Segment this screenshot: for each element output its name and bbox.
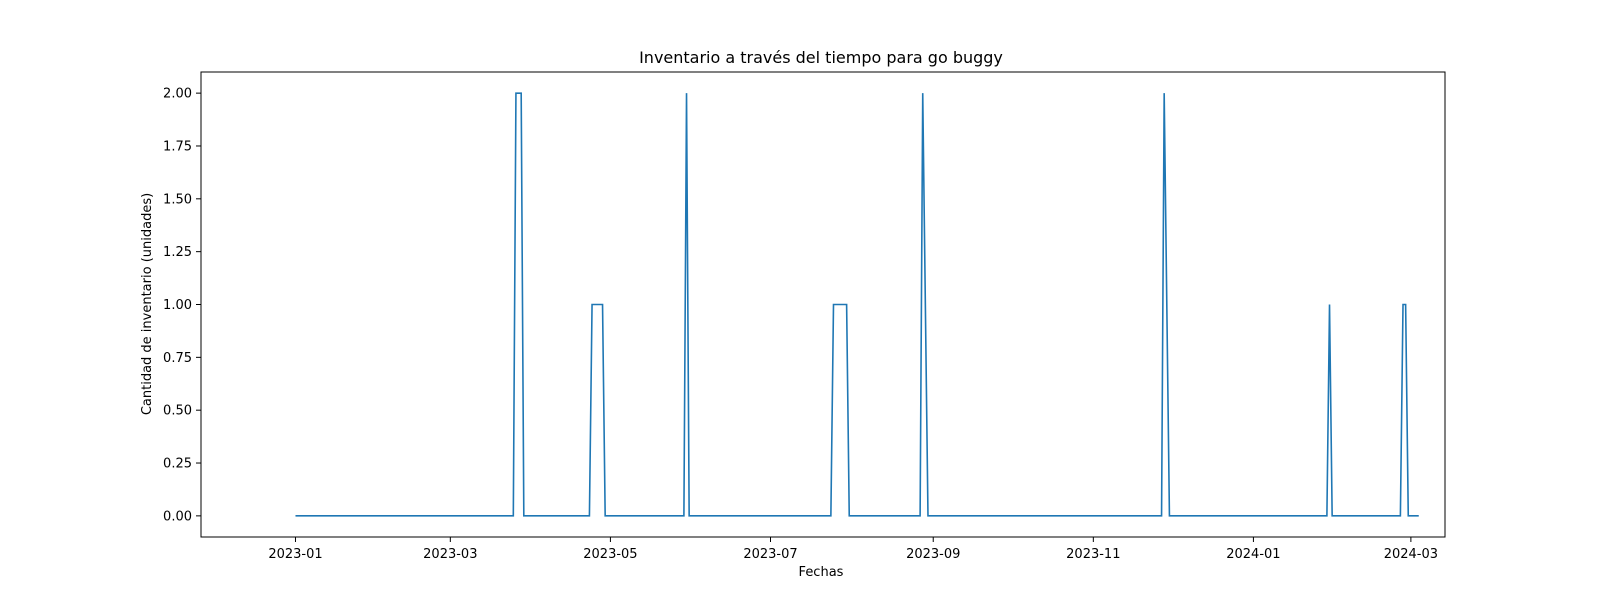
chart-title: Inventario a través del tiempo para go b… — [639, 48, 1003, 67]
x-tick-label: 2023-03 — [423, 547, 477, 562]
x-axis-label: Fechas — [799, 565, 844, 580]
y-axis-label: Cantidad de inventario (unidades) — [140, 193, 155, 415]
x-tick-label: 2024-03 — [1384, 547, 1438, 562]
y-tick-label: 1.50 — [163, 192, 192, 207]
x-tick-label: 2023-01 — [268, 547, 322, 562]
y-axis: 0.00 0.25 0.50 0.75 1.00 1.25 1.50 1.75 2.00 — [163, 87, 201, 524]
y-tick-label: 0.00 — [163, 509, 192, 524]
x-tick-label: 2023-09 — [906, 547, 960, 562]
y-tick-label: 0.50 — [163, 404, 192, 419]
plot-frame — [200, 71, 1446, 538]
inventory-line — [295, 92, 1419, 517]
y-tick-label: 1.00 — [163, 298, 192, 313]
y-tick-label: 0.25 — [163, 457, 192, 472]
x-tick-label: 2023-07 — [743, 547, 797, 562]
y-tick-label: 2.00 — [163, 87, 192, 102]
y-tick-label: 0.75 — [163, 351, 192, 366]
x-tick-label: 2023-11 — [1066, 547, 1120, 562]
y-tick-label: 1.25 — [163, 245, 192, 260]
x-axis: 2023-01 2023-03 2023-05 2023-07 2023-09 2023-… — [268, 537, 1438, 562]
y-tick-label: 1.75 — [163, 139, 192, 154]
x-tick-label: 2024-01 — [1226, 547, 1280, 562]
x-tick-label: 2023-05 — [583, 547, 637, 562]
